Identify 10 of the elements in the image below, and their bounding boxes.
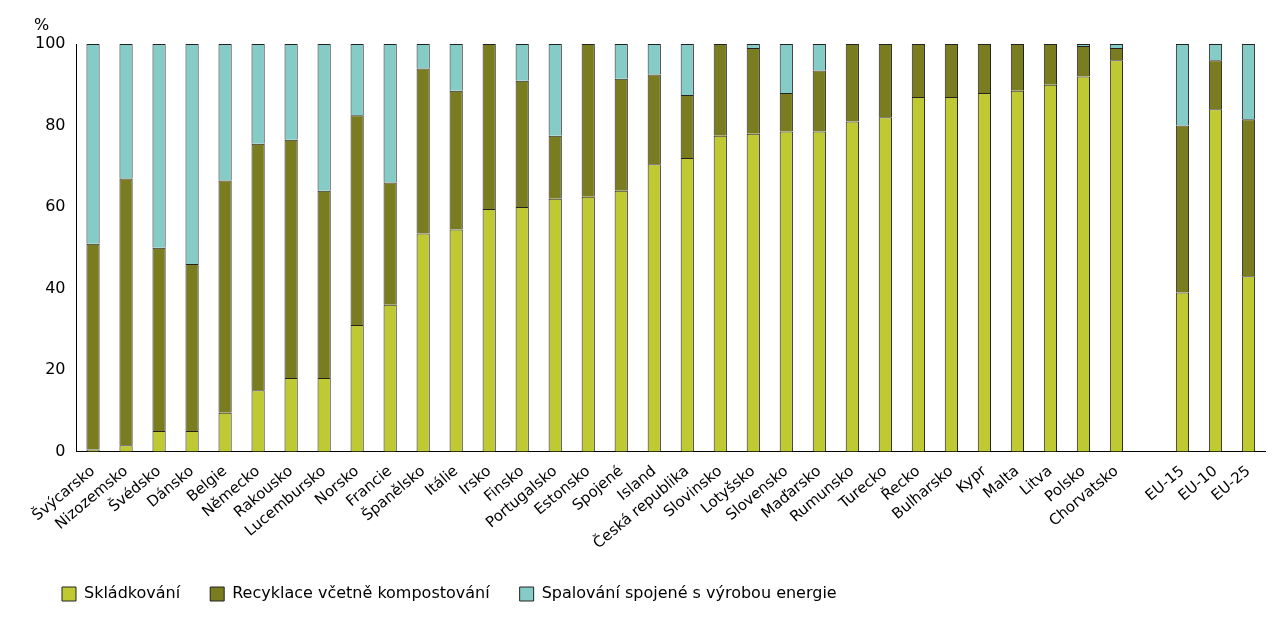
- y-tick-label: 100: [34, 33, 66, 53]
- y-axis-title: %: [33, 15, 50, 35]
- legend-label: Recyklace včetně kompostování: [232, 583, 491, 603]
- legend-label: Spalování spojené s výrobou energie: [541, 583, 837, 603]
- y-tick-label: 20: [45, 359, 66, 379]
- y-tick-label: 60: [45, 196, 66, 216]
- y-tick-label: 40: [45, 277, 66, 297]
- y-tick-label: 0: [55, 440, 66, 460]
- y-tick-label: 80: [45, 114, 66, 134]
- legend-label: Skládkování: [84, 583, 181, 603]
